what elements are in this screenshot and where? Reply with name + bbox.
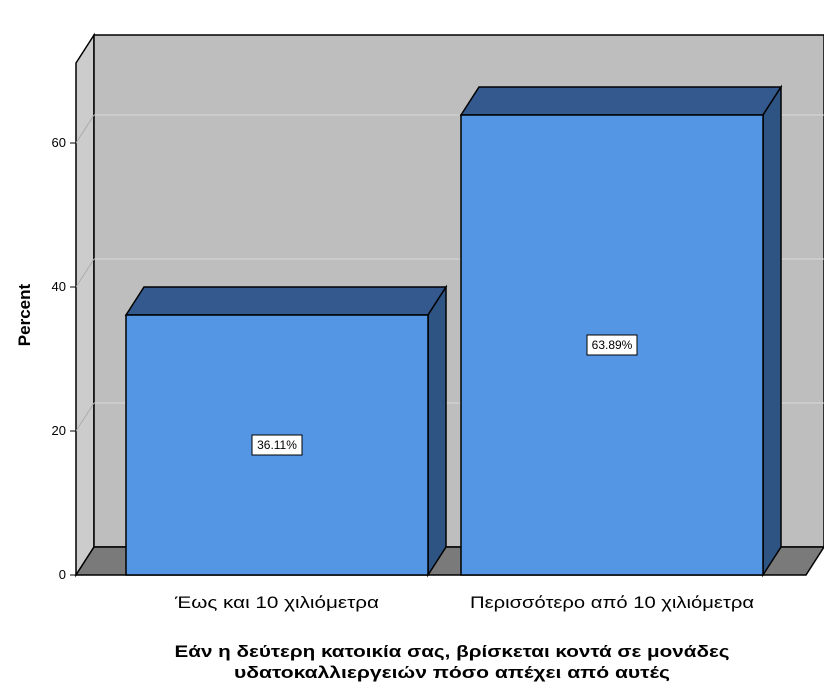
gridline-side [75, 258, 95, 288]
x-tick-label: Περισσότερο από 10 χιλιόμετρα [470, 593, 754, 612]
data-label-box [586, 334, 638, 356]
bar-top [459, 86, 783, 116]
side-wall [75, 32, 95, 578]
y-axis-title: Percent [15, 283, 34, 346]
y-tick-label: 0 [59, 567, 66, 582]
y-tick-label: 40 [52, 279, 66, 294]
gridline-side [75, 114, 95, 144]
y-tick-label: 60 [52, 135, 66, 150]
x-axis-title-line: Εάν η δεύτερη κατοικία σας, βρίσκεται κο… [175, 642, 730, 661]
gridline-side [75, 402, 95, 432]
y-tick-label: 20 [52, 423, 66, 438]
data-label: 36.11% [257, 438, 297, 452]
data-label-box [251, 434, 303, 456]
data-label: 63.89% [592, 338, 633, 352]
bar-side [762, 84, 782, 578]
x-tick-label: Έως και 10 χιλιόμετρα [174, 593, 379, 612]
bar-top [124, 286, 448, 316]
bar-side [427, 284, 447, 578]
x-axis-title-line: υδατοκαλλιεργειών πόσο απέχει από αυτές [234, 663, 670, 682]
